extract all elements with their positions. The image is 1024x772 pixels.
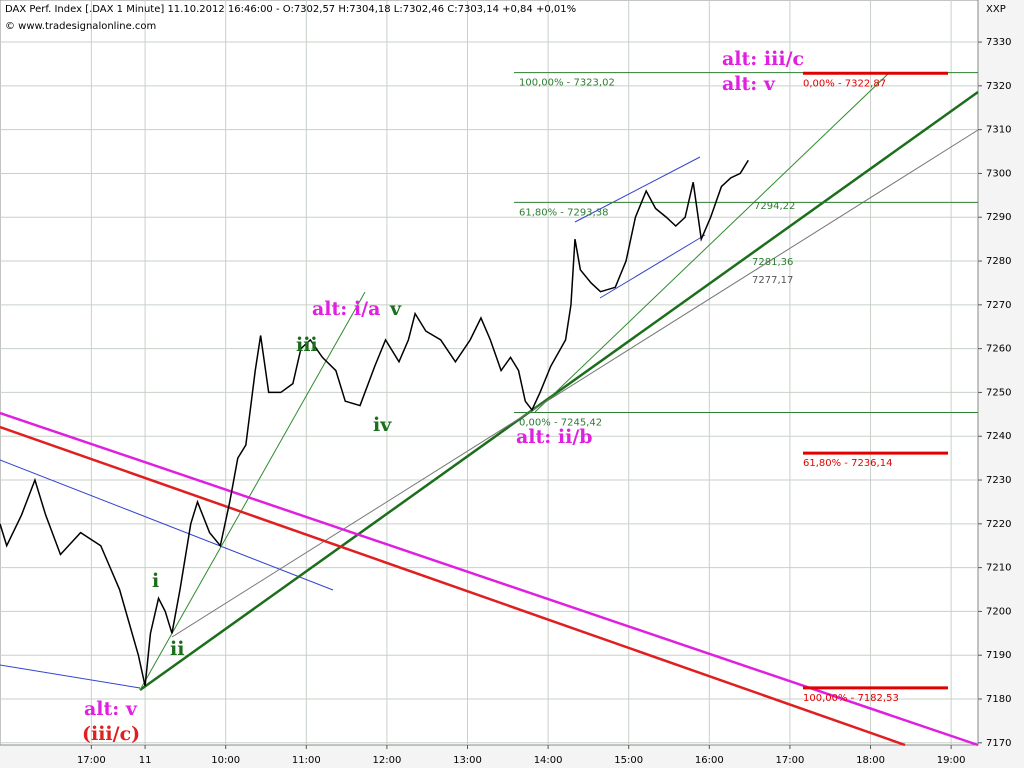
- y-tick-label: 7330: [986, 37, 1011, 48]
- plot-area: [0, 0, 979, 746]
- line-label: 7277,17: [752, 275, 793, 286]
- wave-label: iv: [373, 414, 392, 436]
- x-tick-label: 11: [139, 755, 152, 766]
- trend-line: [599, 234, 706, 299]
- x-tick-label: 17:00: [776, 755, 805, 766]
- y-tick-label: 7220: [986, 519, 1011, 530]
- x-tick-label: 11:00: [292, 755, 321, 766]
- y-tick-label: 7300: [986, 168, 1011, 179]
- fib-label: 61,80% - 7293,38: [519, 207, 608, 218]
- wave-label: v: [389, 298, 402, 320]
- y-tick-label: 7230: [986, 475, 1011, 486]
- wave-label: ii: [170, 638, 184, 660]
- wave-label: alt: v: [84, 698, 138, 720]
- trend-line: [534, 71, 891, 413]
- x-tick-label: 13:00: [453, 755, 482, 766]
- x-tick-label: 17:00: [77, 755, 106, 766]
- wave-label: alt: v: [722, 73, 776, 95]
- line-label: 7294,22: [754, 201, 795, 212]
- wave-label: iii: [296, 334, 318, 356]
- wave-label: (iii/c): [82, 723, 140, 745]
- y-tick-label: 7260: [986, 344, 1011, 355]
- y-tick-label: 7170: [986, 738, 1011, 749]
- trend-line: [0, 459, 334, 591]
- fib-label: 0,00% - 7245,42: [519, 417, 602, 428]
- trend-line: [0, 411, 979, 747]
- corner-label: XXP: [986, 4, 1006, 15]
- x-tick-label: 12:00: [372, 755, 401, 766]
- y-tick-label: 7310: [986, 125, 1011, 136]
- x-tick-label: 19:00: [937, 755, 966, 766]
- x-tick-label: 16:00: [695, 755, 724, 766]
- y-tick-label: 7270: [986, 300, 1011, 311]
- trend-line: [0, 425, 906, 747]
- y-tick-label: 7190: [986, 650, 1011, 661]
- fib-label: 100,00% - 7323,02: [519, 78, 615, 89]
- fib-label: 100,00% - 7182,53: [803, 693, 899, 704]
- fib-label: 61,80% - 7236,14: [803, 458, 892, 469]
- trend-line: [0, 664, 141, 689]
- y-tick-label: 7320: [986, 81, 1011, 92]
- x-tick-label: 14:00: [534, 755, 563, 766]
- trend-line: [139, 90, 979, 692]
- trend-line: [139, 291, 366, 691]
- wave-label: alt: i/a: [312, 298, 380, 320]
- y-tick-label: 7210: [986, 563, 1011, 574]
- x-tick-label: 15:00: [614, 755, 643, 766]
- y-tick-label: 7180: [986, 694, 1011, 705]
- x-tick-label: 18:00: [856, 755, 885, 766]
- y-tick-label: 7200: [986, 606, 1011, 617]
- price-line: [0, 159, 749, 687]
- y-tick-label: 7240: [986, 431, 1011, 442]
- line-label: 7281,36: [752, 257, 793, 268]
- y-tick-label: 7250: [986, 387, 1011, 398]
- y-tick-label: 7290: [986, 212, 1011, 223]
- trend-line: [574, 156, 701, 223]
- wave-label: alt: iii/c: [722, 48, 804, 70]
- chart-title: DAX Perf. Index [.DAX 1 Minute] 11.10.20…: [5, 4, 576, 15]
- wave-label: alt: ii/b: [516, 426, 593, 448]
- wave-label: i: [152, 570, 159, 592]
- trend-line: [171, 129, 979, 638]
- trend-lines: [0, 71, 979, 747]
- fib-label: 0,00% - 7322,87: [803, 78, 886, 89]
- subtitle: © www.tradesignalonline.com: [5, 21, 156, 32]
- y-tick-label: 7280: [986, 256, 1011, 267]
- x-tick-label: 10:00: [211, 755, 240, 766]
